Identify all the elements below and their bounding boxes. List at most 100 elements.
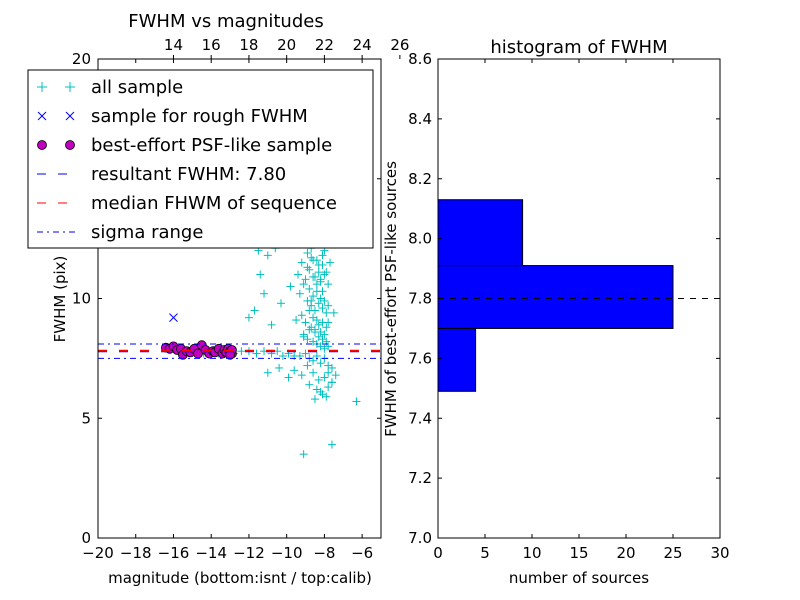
all-sample-point [307,296,316,305]
all-sample-point [324,318,333,327]
all-sample-point [314,268,323,277]
y-tick-label: 7.8 [408,290,432,308]
all-sample-point [250,306,259,315]
all-sample-point [307,253,316,262]
scatter-x-ticks: −20 −18 −16 −14 −12 −10 −8 −6 [82,59,373,562]
legend-marker-plus [37,82,75,92]
all-sample-point [297,311,306,320]
histogram-bar [437,327,477,392]
all-sample-point [309,292,318,301]
all-sample-point [267,320,276,329]
all-sample-point [290,366,299,375]
all-sample-point [263,368,272,377]
histogram-bar [437,265,674,329]
scatter-top-ticks: 14 16 18 20 22 24 26 [164,36,409,59]
y-tick-label: 7.0 [408,529,432,547]
all-sample-point [318,260,327,269]
all-sample-point [305,306,314,315]
x-tick-label: 15 [569,544,588,562]
all-sample-point [299,332,308,341]
x-tick-label: 10 [522,544,541,562]
y-tick-label: 7.6 [408,349,432,367]
all-sample-point [316,275,325,284]
scatter-reference-lines [98,343,381,359]
all-sample-point [301,349,310,358]
all-sample-point [295,289,304,298]
all-sample-point [309,356,318,365]
x-tick-label: 0 [433,544,443,562]
histogram-y-ticks: 7.0 7.2 7.4 7.6 7.8 8.0 8.2 8.4 8.6 [408,50,720,547]
histogram-x-ticks: 0 5 10 15 20 25 30 [433,59,730,562]
legend-marker-x [37,111,75,121]
all-sample-point [331,371,340,380]
x-tick-label: −6 [351,544,373,562]
y-tick-label: 20 [72,50,91,68]
all-sample-point [322,308,331,317]
all-sample-point [312,316,321,325]
y-tick-label: 8.2 [408,170,432,188]
all-sample-point [237,347,246,356]
all-sample-point [275,363,284,372]
all-sample-point [327,363,336,372]
all-sample-point [316,359,325,368]
scatter-y-label: FWHM (pix) [51,256,69,343]
legend-label: median FHWM of sequence [91,193,337,214]
all-sample-point [278,351,287,360]
all-sample-point [293,270,302,279]
all-sample-point [316,387,325,396]
histogram-x-label: number of sources [509,569,649,587]
all-sample-point [299,280,308,289]
all-sample-point [309,272,318,281]
all-sample-point [309,368,318,377]
all-sample-point [314,299,323,308]
all-sample-point [318,251,327,260]
legend-box [27,69,374,249]
all-sample-point [352,397,361,406]
all-sample-point [318,287,327,296]
x-tick-label: −18 [120,544,152,562]
legend-entry-rough-sample: sample for rough FWHM [37,106,308,127]
x-tick-label: −8 [313,544,335,562]
legend-entry-sigma-range: sigma range [37,222,203,243]
all-sample-point [324,368,333,377]
all-sample-point [329,308,338,317]
all-sample-point [327,378,336,387]
all-sample-point [312,280,321,289]
legend-label: sigma range [91,222,203,243]
all-sample-point [314,375,323,384]
all-sample-point [286,282,295,291]
x-tick-label: −10 [271,544,303,562]
scatter-legend: all sample sample for rough FWHM best-ef… [27,69,374,249]
scatter-panel: FWHM vs magnitudes −20 −18 −16 −14 −12 −10 −8−… [27,11,409,587]
all-sample-point [252,349,261,358]
legend-label: best-effort PSF-like sample [91,135,332,156]
histogram-bar [437,199,524,267]
all-sample-point [284,373,293,382]
legend-entry-all-sample: all sample [37,77,183,98]
y-tick-label: 8.4 [408,110,432,128]
y-tick-label: 0 [81,529,91,547]
all-sample-point [277,299,286,308]
top-tick-label: 24 [353,36,372,54]
x-tick-label: 30 [710,544,729,562]
histogram-title: histogram of FWHM [490,37,667,58]
scatter-plot-area [161,210,361,459]
top-tick-label: 16 [202,36,221,54]
all-sample-point [310,328,319,337]
all-sample-point [303,263,312,272]
all-sample-point [263,251,272,260]
all-sample-point [305,325,314,334]
top-tick-label: 20 [277,36,296,54]
top-tick-label: 18 [239,36,258,54]
all-sample-point [292,316,301,325]
y-tick-label: 7.4 [408,409,432,427]
all-sample-point [324,342,333,351]
y-tick-label: 8.0 [408,230,432,248]
all-sample-point [260,289,269,298]
all-sample-point [322,323,331,332]
all-sample-point [305,380,314,389]
x-tick-label: −12 [233,544,265,562]
histogram-bars [437,199,674,392]
x-tick-label: 20 [616,544,635,562]
